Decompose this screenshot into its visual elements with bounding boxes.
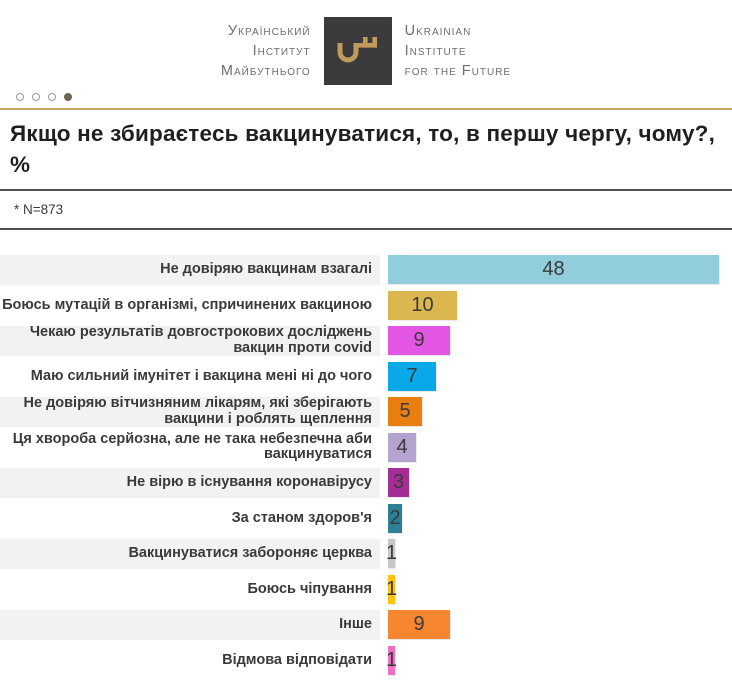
logo-line: Ukrainian [404, 23, 472, 39]
bar-track: 48 [388, 255, 732, 285]
bar-track: 9 [388, 610, 732, 640]
logo-text-ukrainian: Український Інститут Майбутнього [221, 21, 311, 81]
value-label: 2 [389, 506, 401, 529]
value-label: 10 [411, 293, 434, 316]
category-label: Чекаю результатів довгострокових дослідж… [0, 325, 380, 356]
bar: 3 [388, 468, 409, 498]
category-label: Не довіряю вітчизняним лікарям, які збер… [0, 396, 380, 427]
org-logo: Український Інститут Майбутнього Ukraini… [0, 0, 732, 86]
value-label: 48 [542, 258, 565, 281]
chart-row: Маю сильний імунітет і вакцина мені ні д… [0, 359, 732, 395]
bar: 9 [388, 610, 450, 640]
logo-line: Український [227, 23, 311, 39]
value-label: 7 [406, 364, 418, 387]
pagination-dot[interactable] [32, 93, 40, 101]
bar-chart: Не довіряю вакцинам взагалі 48 Боюсь мут… [0, 252, 732, 678]
value-label: 9 [413, 613, 425, 636]
chart-row: Боюсь мутацій в організмі, спричинених в… [0, 288, 732, 324]
bar: 4 [388, 432, 416, 462]
bar: 1 [385, 574, 398, 604]
page-title: Якщо не збираєтесь вакцинуватися, то, в … [10, 121, 716, 177]
bar-track: 4 [388, 432, 732, 462]
bar: 10 [388, 290, 457, 320]
divider-below-note [0, 228, 732, 230]
value-label: 9 [413, 329, 425, 352]
bar-track: 2 [388, 503, 732, 533]
gold-divider [0, 108, 732, 110]
logo-line: Майбутнього [220, 63, 311, 79]
bar-track: 1 [385, 574, 732, 604]
logo-line: Institute [404, 43, 467, 59]
pagination-dot[interactable] [16, 93, 24, 101]
category-label: Не довіряю вакцинам взагалі [0, 254, 380, 285]
chart-row: Чекаю результатів довгострокових дослідж… [0, 323, 732, 359]
bar-track: 1 [385, 645, 732, 675]
value-label: 1 [385, 577, 398, 600]
bar-track: 10 [388, 290, 732, 320]
divider-above-note [0, 189, 732, 191]
bar-track: 9 [388, 326, 732, 356]
category-label: Не вірю в існування коронавірусу [0, 467, 380, 498]
value-label: 4 [396, 435, 408, 458]
category-label: Відмова відповідати [222, 651, 372, 668]
value-label: 1 [385, 648, 398, 671]
logo-text-english: Ukrainian Institute for the Future [405, 21, 511, 81]
bar-track: 7 [388, 361, 732, 391]
chart-row: Не вірю в існування коронавірусу 3 [0, 465, 732, 501]
value-label: 1 [385, 542, 398, 565]
category-label: Маю сильний імунітет і вакцина мені ні д… [30, 367, 372, 384]
chart-row: Інше 9 [0, 607, 732, 643]
category-label: За станом здоров'я [231, 509, 372, 526]
category-label: Інше [0, 609, 380, 640]
bar: 9 [388, 326, 450, 356]
sample-size-note: * N=873 [14, 202, 64, 217]
category-label: Боюсь мутацій в організмі, спричинених в… [2, 296, 372, 313]
value-label: 3 [392, 471, 405, 494]
chart-row: Ця хвороба серйозна, але не така небезпе… [0, 430, 732, 466]
category-label: Ця хвороба серйозна, але не така небезпе… [12, 430, 372, 463]
pagination-dot[interactable] [64, 93, 72, 101]
bar: 48 [388, 255, 719, 285]
chart-row: Боюсь чіпування 1 [0, 572, 732, 608]
pagination-dot[interactable] [48, 93, 56, 101]
chart-row: За станом здоров'я 2 [0, 501, 732, 537]
category-label: Вакцинуватися забороняє церква [0, 538, 380, 569]
bar: 7 [388, 361, 436, 391]
logo-line: Інститут [252, 43, 311, 59]
chart-row: Відмова відповідати 1 [0, 643, 732, 679]
bar-track: 1 [385, 539, 732, 569]
logo-line: for the Future [404, 63, 512, 79]
bar: 5 [388, 397, 422, 427]
bar-track: 3 [388, 468, 732, 498]
category-label: Боюсь чіпування [247, 580, 372, 597]
chart-row: Вакцинуватися забороняє церква 1 [0, 536, 732, 572]
key-icon [323, 17, 392, 85]
bar: 1 [385, 539, 398, 569]
pagination-dots [16, 92, 732, 102]
bar: 1 [385, 645, 398, 675]
bar: 2 [388, 503, 402, 533]
bar-track: 5 [388, 397, 732, 427]
chart-row: Не довіряю вакцинам взагалі 48 [0, 252, 732, 288]
value-label: 5 [399, 400, 411, 423]
chart-row: Не довіряю вітчизняним лікарям, які збер… [0, 394, 732, 430]
